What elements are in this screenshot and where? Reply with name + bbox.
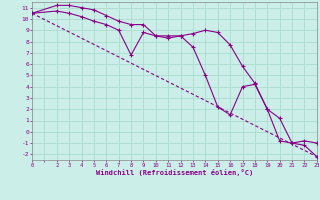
X-axis label: Windchill (Refroidissement éolien,°C): Windchill (Refroidissement éolien,°C)	[96, 169, 253, 176]
